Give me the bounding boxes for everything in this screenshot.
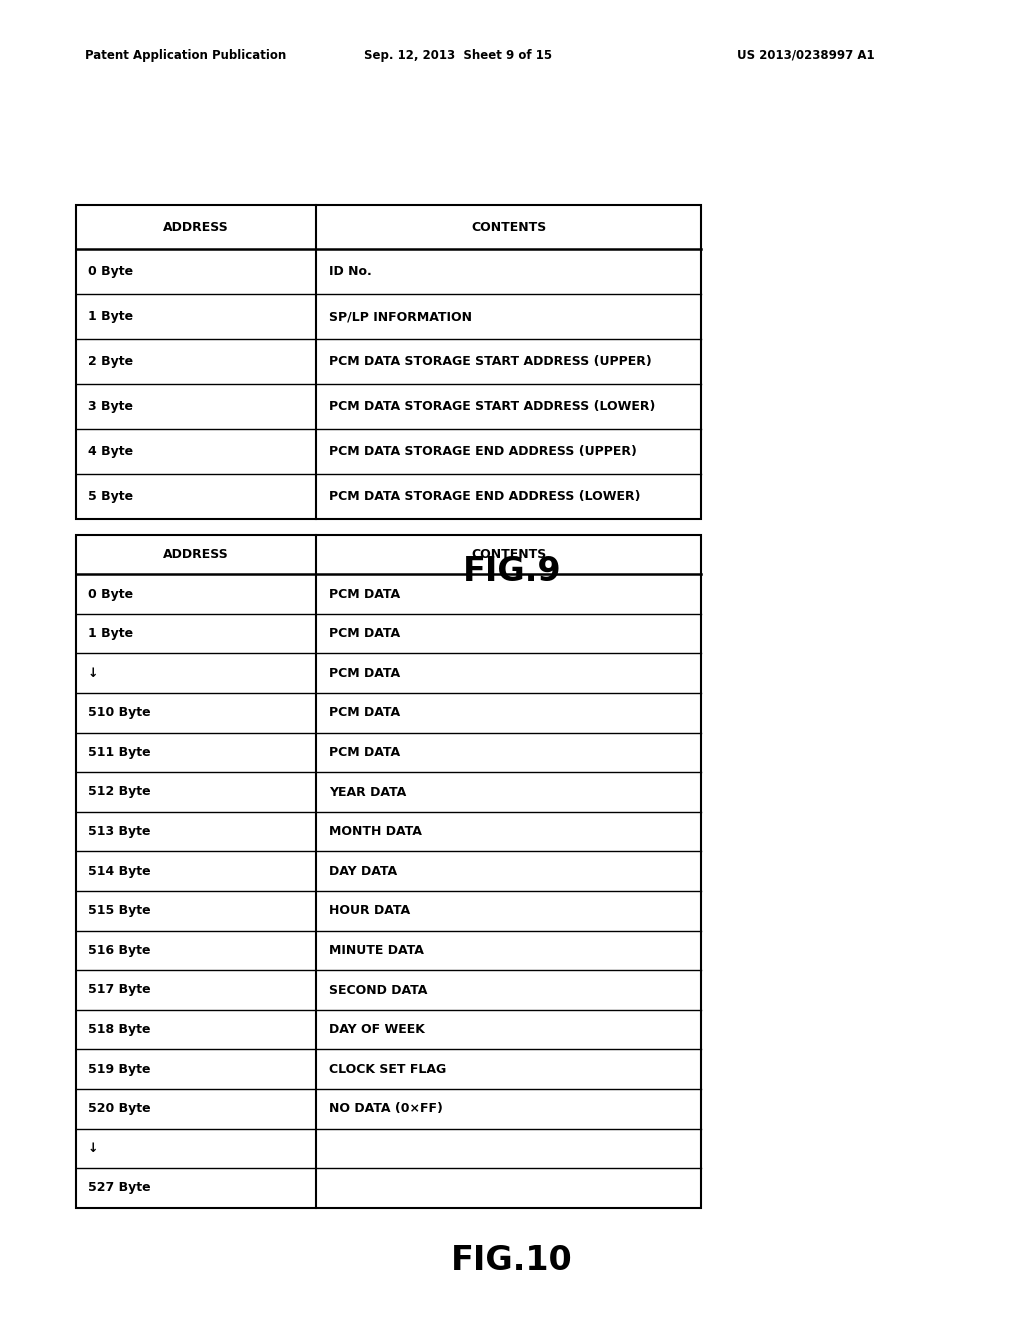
- Text: 516 Byte: 516 Byte: [88, 944, 151, 957]
- Text: ID No.: ID No.: [329, 265, 372, 279]
- Text: ↓: ↓: [88, 667, 98, 680]
- Text: SECOND DATA: SECOND DATA: [329, 983, 427, 997]
- Text: 515 Byte: 515 Byte: [88, 904, 151, 917]
- Text: CONTENTS: CONTENTS: [471, 220, 547, 234]
- Text: PCM DATA: PCM DATA: [329, 587, 399, 601]
- Text: Patent Application Publication: Patent Application Publication: [85, 49, 287, 62]
- Text: PCM DATA: PCM DATA: [329, 706, 399, 719]
- Text: PCM DATA STORAGE START ADDRESS (LOWER): PCM DATA STORAGE START ADDRESS (LOWER): [329, 400, 655, 413]
- Bar: [76, 205, 701, 519]
- Text: PCM DATA STORAGE END ADDRESS (LOWER): PCM DATA STORAGE END ADDRESS (LOWER): [329, 490, 640, 503]
- Text: HOUR DATA: HOUR DATA: [329, 904, 410, 917]
- Text: DAY DATA: DAY DATA: [329, 865, 397, 878]
- Text: 1 Byte: 1 Byte: [88, 627, 133, 640]
- Text: PCM DATA STORAGE END ADDRESS (UPPER): PCM DATA STORAGE END ADDRESS (UPPER): [329, 445, 637, 458]
- Text: Sep. 12, 2013  Sheet 9 of 15: Sep. 12, 2013 Sheet 9 of 15: [364, 49, 552, 62]
- Text: PCM DATA: PCM DATA: [329, 746, 399, 759]
- Text: 517 Byte: 517 Byte: [88, 983, 151, 997]
- Text: 2 Byte: 2 Byte: [88, 355, 133, 368]
- Text: MONTH DATA: MONTH DATA: [329, 825, 422, 838]
- Text: 0 Byte: 0 Byte: [88, 265, 133, 279]
- Text: YEAR DATA: YEAR DATA: [329, 785, 406, 799]
- Text: 519 Byte: 519 Byte: [88, 1063, 151, 1076]
- Text: PCM DATA: PCM DATA: [329, 627, 399, 640]
- Text: 527 Byte: 527 Byte: [88, 1181, 151, 1195]
- Text: 514 Byte: 514 Byte: [88, 865, 151, 878]
- Bar: [76, 535, 701, 1208]
- Text: 0 Byte: 0 Byte: [88, 587, 133, 601]
- Text: 513 Byte: 513 Byte: [88, 825, 151, 838]
- Text: CONTENTS: CONTENTS: [471, 548, 547, 561]
- Text: US 2013/0238997 A1: US 2013/0238997 A1: [737, 49, 874, 62]
- Text: 518 Byte: 518 Byte: [88, 1023, 151, 1036]
- Text: FIG.9: FIG.9: [463, 556, 561, 589]
- Text: 5 Byte: 5 Byte: [88, 490, 133, 503]
- Text: PCM DATA: PCM DATA: [329, 667, 399, 680]
- Text: 1 Byte: 1 Byte: [88, 310, 133, 323]
- Text: 512 Byte: 512 Byte: [88, 785, 151, 799]
- Text: MINUTE DATA: MINUTE DATA: [329, 944, 424, 957]
- Text: 511 Byte: 511 Byte: [88, 746, 151, 759]
- Text: FIG.10: FIG.10: [452, 1243, 572, 1278]
- Text: ADDRESS: ADDRESS: [163, 220, 229, 234]
- Text: SP/LP INFORMATION: SP/LP INFORMATION: [329, 310, 472, 323]
- Text: ADDRESS: ADDRESS: [163, 548, 229, 561]
- Text: ↓: ↓: [88, 1142, 98, 1155]
- Text: CLOCK SET FLAG: CLOCK SET FLAG: [329, 1063, 446, 1076]
- Text: 510 Byte: 510 Byte: [88, 706, 151, 719]
- Text: 3 Byte: 3 Byte: [88, 400, 133, 413]
- Text: PCM DATA STORAGE START ADDRESS (UPPER): PCM DATA STORAGE START ADDRESS (UPPER): [329, 355, 651, 368]
- Text: NO DATA (0×FF): NO DATA (0×FF): [329, 1102, 442, 1115]
- Text: DAY OF WEEK: DAY OF WEEK: [329, 1023, 425, 1036]
- Text: 4 Byte: 4 Byte: [88, 445, 133, 458]
- Text: 520 Byte: 520 Byte: [88, 1102, 151, 1115]
